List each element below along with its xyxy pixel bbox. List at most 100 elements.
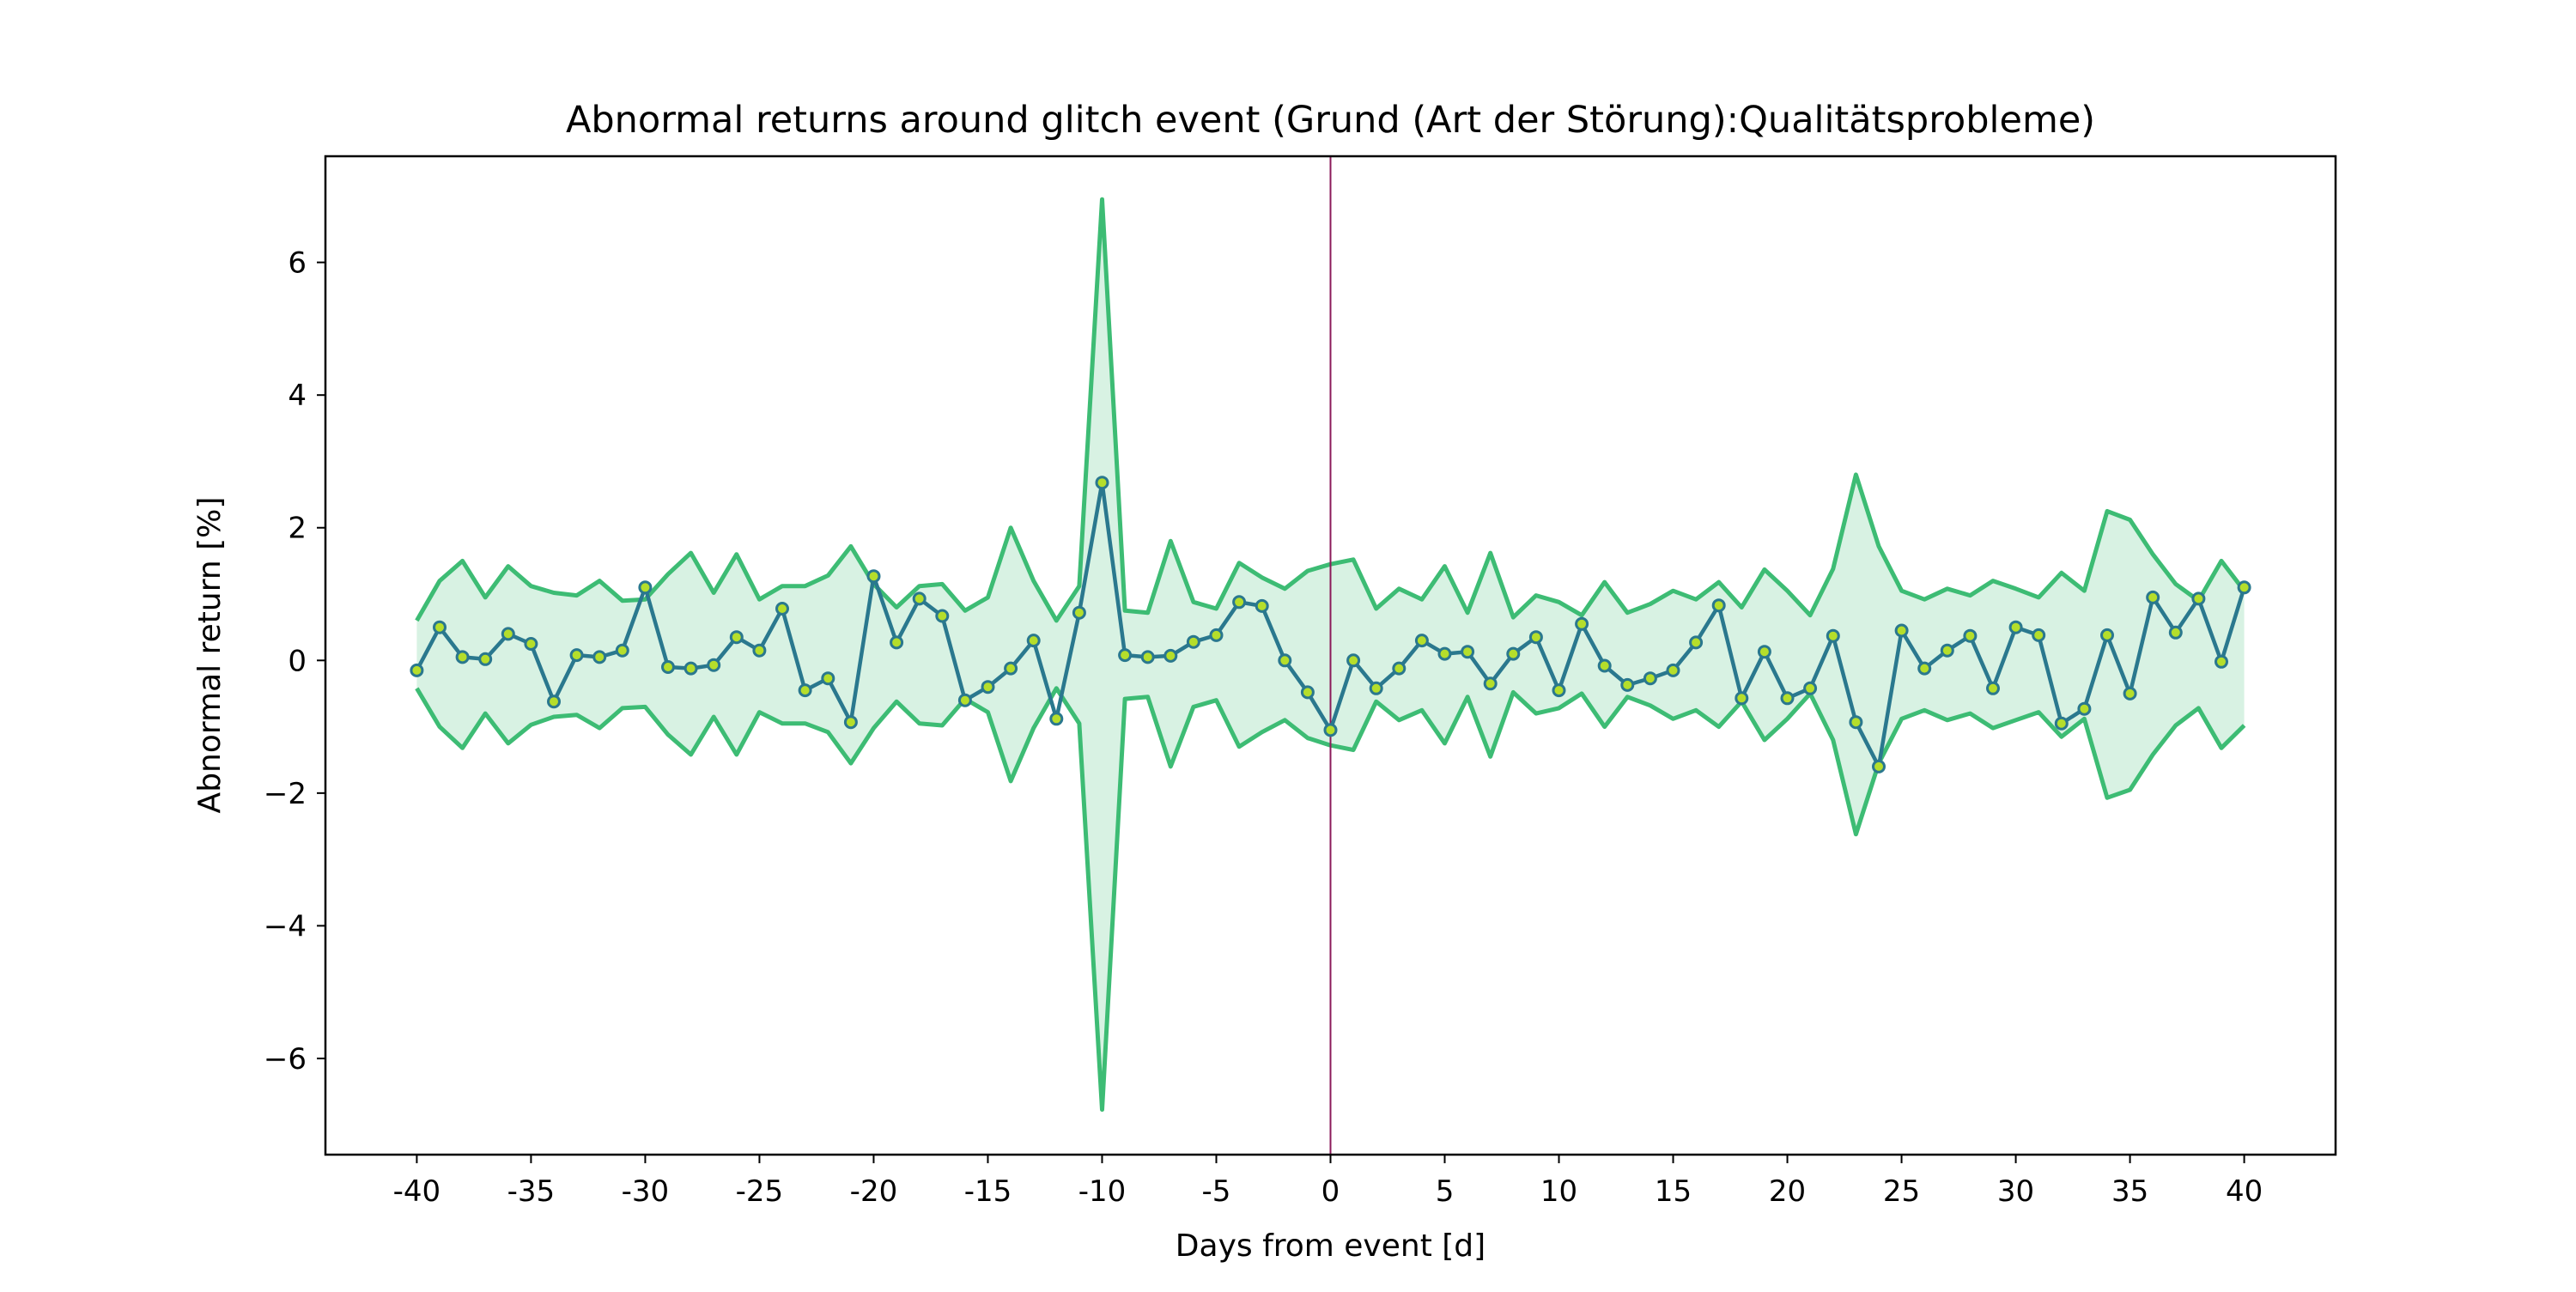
data-point — [2008, 620, 2023, 634]
x-tick-label: 0 — [1321, 1174, 1340, 1209]
data-point — [2077, 701, 2092, 716]
data-point — [683, 661, 698, 676]
data-point — [2215, 654, 2228, 669]
data-point — [2146, 590, 2160, 604]
data-point — [1186, 634, 1200, 649]
data-point — [1026, 634, 1041, 648]
data-point — [843, 715, 858, 730]
data-point — [1140, 650, 1155, 664]
data-point — [981, 680, 995, 695]
x-tick-label: -25 — [736, 1174, 784, 1209]
data-point — [1917, 661, 1932, 676]
x-tick-label: -15 — [964, 1174, 1012, 1209]
data-point — [1528, 630, 1543, 645]
data-point — [1004, 661, 1018, 676]
data-point — [1597, 658, 1612, 673]
data-point — [1278, 653, 1292, 668]
data-point — [866, 569, 881, 584]
data-point — [1346, 653, 1361, 668]
data-point — [1506, 646, 1521, 661]
data-point — [1232, 595, 1247, 610]
data-point — [1780, 691, 1795, 706]
y-tick-label: 6 — [288, 246, 307, 281]
data-point — [501, 627, 515, 641]
data-point — [1986, 681, 2000, 695]
data-point — [775, 602, 789, 616]
y-tick-label: 4 — [288, 379, 307, 413]
data-point — [1894, 623, 1909, 638]
data-point — [890, 635, 904, 650]
data-point — [707, 658, 721, 672]
data-point — [455, 650, 470, 664]
data-point — [1095, 476, 1109, 490]
data-point — [1711, 598, 1726, 613]
data-point — [1643, 671, 1657, 686]
x-tick-label: -35 — [507, 1174, 556, 1209]
x-axis-title: Days from event [d] — [1176, 1228, 1485, 1264]
data-point — [1437, 646, 1452, 661]
data-point — [821, 671, 835, 686]
data-point — [592, 650, 607, 664]
data-point — [957, 693, 972, 707]
data-point — [638, 580, 653, 595]
data-point — [661, 660, 675, 674]
data-point — [1872, 759, 1886, 773]
x-tick-label: -10 — [1078, 1174, 1127, 1209]
data-point — [478, 652, 493, 666]
data-point — [1826, 628, 1840, 643]
data-point — [1575, 616, 1589, 631]
data-point — [433, 620, 447, 634]
data-point — [2054, 716, 2069, 731]
data-point — [524, 637, 538, 651]
data-point — [569, 648, 584, 663]
data-point — [410, 663, 424, 677]
y-tick-label: −6 — [264, 1042, 307, 1077]
data-point — [1735, 691, 1749, 706]
data-point — [2123, 686, 2137, 701]
data-point — [2237, 580, 2251, 595]
y-tick-label: 2 — [288, 512, 307, 546]
data-point — [2100, 628, 2114, 642]
y-tick-label: −4 — [264, 909, 307, 943]
x-tick-label: -30 — [622, 1174, 670, 1209]
data-point — [1118, 648, 1133, 663]
data-point — [1483, 676, 1498, 691]
x-tick-label: 20 — [1769, 1174, 1806, 1209]
x-tick-label: -40 — [393, 1174, 441, 1209]
chart-title: Abnormal returns around glitch event (Gr… — [566, 99, 2095, 142]
x-tick-label: 35 — [2111, 1174, 2148, 1209]
data-point — [1666, 663, 1680, 677]
data-point — [912, 591, 927, 606]
x-tick-label: -5 — [1202, 1174, 1231, 1209]
data-point — [615, 643, 629, 658]
data-point — [1072, 605, 1086, 620]
data-point — [729, 630, 744, 645]
data-point — [547, 695, 561, 709]
data-point — [1163, 648, 1178, 663]
x-tick-label: 5 — [1436, 1174, 1455, 1209]
x-tick-label: 10 — [1540, 1174, 1577, 1209]
data-point — [2191, 591, 2206, 606]
data-point — [1689, 635, 1704, 650]
data-point — [1414, 634, 1429, 648]
data-point — [935, 609, 950, 623]
data-point — [1803, 681, 1818, 695]
x-tick-label: 30 — [1997, 1174, 2034, 1209]
x-tick-label: 40 — [2226, 1174, 2263, 1209]
data-point — [1963, 628, 1978, 643]
data-point — [1461, 645, 1475, 659]
x-tick-label: 15 — [1655, 1174, 1692, 1209]
x-tick-label: -20 — [850, 1174, 898, 1209]
data-point — [1369, 681, 1383, 695]
data-point — [1757, 645, 1771, 659]
data-point — [1049, 712, 1064, 726]
y-tick-label: 0 — [288, 644, 307, 678]
data-point — [1940, 643, 1954, 658]
data-point — [1849, 715, 1863, 730]
x-tick-label: 25 — [1883, 1174, 1920, 1209]
data-point — [752, 643, 767, 658]
data-point — [2168, 625, 2183, 640]
data-point — [2032, 628, 2046, 642]
